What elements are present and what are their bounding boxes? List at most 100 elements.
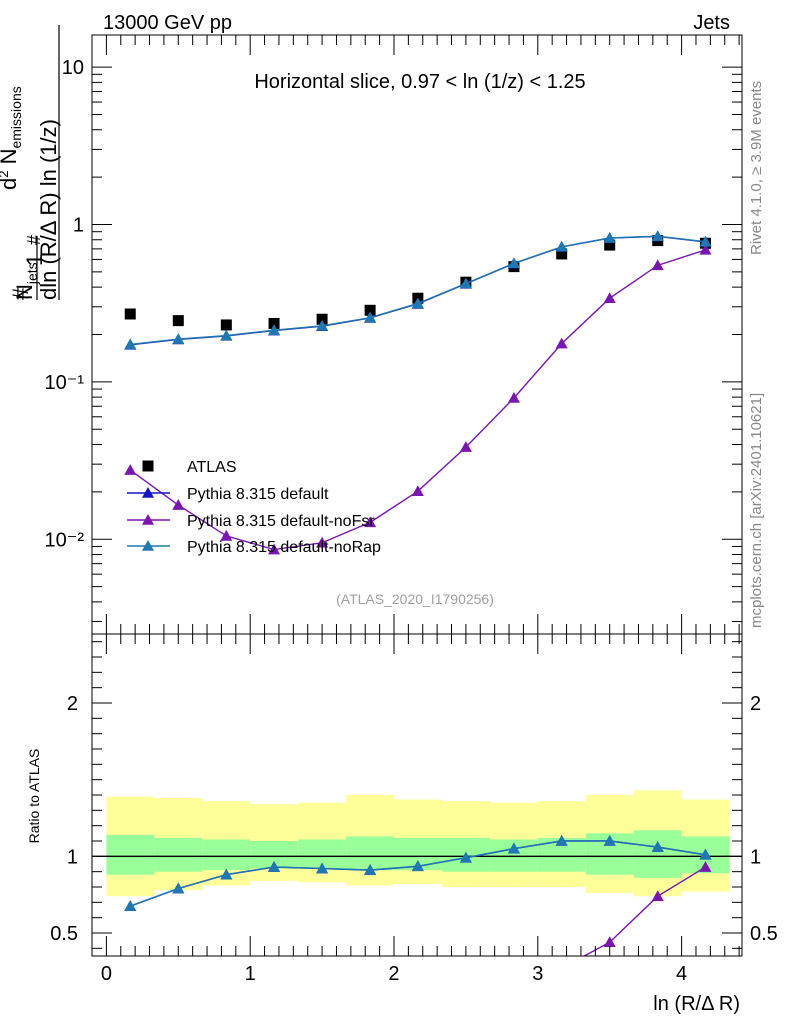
data-point bbox=[124, 308, 136, 320]
ratio-y-tick-label-right: 2 bbox=[750, 693, 761, 715]
data-point bbox=[507, 391, 520, 403]
ratio-point bbox=[699, 861, 712, 872]
ratio-point bbox=[316, 998, 328, 1009]
data-point bbox=[556, 248, 568, 260]
legend-label: ATLAS bbox=[187, 459, 237, 476]
ratio-point bbox=[172, 882, 185, 894]
ratio-point bbox=[507, 842, 520, 854]
ratio-point bbox=[316, 862, 329, 874]
series-pythia-8-315-default bbox=[124, 230, 712, 350]
ratio-point bbox=[411, 860, 424, 871]
y-label-one: 1 bbox=[22, 254, 47, 266]
ratio-y-tick-label-right: 0.5 bbox=[750, 923, 778, 945]
legend-item-pythia-8-315-default-nofsr: Pythia 8.315 default-noFsr bbox=[127, 513, 375, 530]
ratio-point bbox=[268, 998, 280, 1009]
ratio-point bbox=[603, 936, 616, 947]
data-point bbox=[555, 240, 568, 252]
ratio-y-tick-label-right: 1 bbox=[750, 846, 761, 868]
ratio-point bbox=[172, 993, 184, 1004]
ratio-y-axis-label: Ratio to ATLAS bbox=[26, 749, 42, 844]
data-point bbox=[459, 441, 472, 452]
data-point bbox=[220, 529, 233, 541]
data-point bbox=[411, 297, 424, 309]
y-tick-label: 10⁻¹ bbox=[45, 372, 85, 394]
ratio-point bbox=[268, 860, 281, 872]
ratio-series-pythia-8-315-default-norap bbox=[124, 834, 712, 911]
data-point bbox=[364, 311, 377, 323]
data-point bbox=[651, 259, 664, 271]
y-label-hash2: # bbox=[24, 235, 44, 245]
ratio-point bbox=[508, 981, 520, 992]
ratio-point bbox=[603, 834, 616, 846]
ratio-point bbox=[412, 994, 424, 1005]
ratio-y-tick-label: 2 bbox=[67, 693, 78, 715]
legend-item-pythia-8-315-default-norap: Pythia 8.315 default-noRap bbox=[127, 539, 381, 556]
ratio-point bbox=[651, 840, 664, 852]
ratio-point bbox=[364, 863, 377, 875]
legend-marker bbox=[142, 460, 154, 472]
y-tick-label: 1 bbox=[73, 214, 84, 236]
series-atlas bbox=[124, 235, 711, 331]
legend-label: Pythia 8.315 default bbox=[187, 486, 329, 503]
ratio-y-tick-label: 1 bbox=[67, 846, 78, 868]
ratio-point bbox=[220, 997, 232, 1008]
y-tick-label: 10⁻² bbox=[45, 529, 85, 551]
ratio-point bbox=[555, 834, 568, 846]
band-inner-bin bbox=[202, 839, 251, 871]
series-line bbox=[130, 235, 706, 346]
energy-label: 13000 GeV pp bbox=[103, 12, 232, 34]
x-tick-label: 2 bbox=[388, 963, 399, 985]
x-tick-label: 4 bbox=[676, 963, 687, 985]
legend-marker bbox=[142, 487, 154, 498]
data-point bbox=[316, 536, 329, 548]
data-point bbox=[364, 304, 376, 316]
legend-marker bbox=[142, 540, 154, 551]
data-point bbox=[507, 257, 520, 269]
ratio-series bbox=[124, 834, 712, 1009]
main-series bbox=[124, 230, 712, 555]
data-point bbox=[268, 543, 281, 555]
legend-item-pythia-8-315-default: Pythia 8.315 default bbox=[127, 486, 329, 503]
data-point bbox=[603, 292, 616, 304]
data-point bbox=[220, 329, 233, 341]
data-point bbox=[555, 337, 568, 349]
legend-label: Pythia 8.315 default-noFsr bbox=[187, 513, 375, 530]
y-label-d2n: d2 Nemissions bbox=[0, 86, 24, 190]
legend-marker bbox=[142, 514, 154, 525]
data-point bbox=[699, 235, 712, 247]
data-point bbox=[124, 464, 137, 475]
ratio-point bbox=[364, 997, 376, 1008]
band-inner-bin bbox=[106, 834, 155, 875]
y-label-hash: # bbox=[8, 287, 33, 300]
mcplots-label: mcplots.cern.ch [arXiv:2401.10621] bbox=[748, 393, 765, 628]
band-inner-bin bbox=[154, 837, 203, 872]
data-point bbox=[172, 499, 185, 510]
ratio-point bbox=[651, 890, 664, 901]
data-point bbox=[124, 338, 137, 350]
series-pythia-8-315-default-norap bbox=[124, 230, 712, 350]
data-point bbox=[411, 485, 424, 496]
ratio-y-tick-label: 0.5 bbox=[50, 923, 78, 945]
x-tick-label: 1 bbox=[245, 963, 256, 985]
y-label-dln: dln (R/Δ R) ln (1/z) bbox=[36, 119, 61, 300]
data-point bbox=[172, 333, 185, 344]
data-point bbox=[651, 230, 664, 241]
data-point bbox=[459, 277, 472, 289]
ratio-point bbox=[124, 900, 137, 911]
rivet-label: Rivet 4.1.0, ≥ 3.9M events bbox=[748, 81, 765, 255]
data-point bbox=[220, 319, 232, 331]
series-line bbox=[130, 235, 706, 346]
data-point bbox=[316, 313, 328, 325]
data-point bbox=[268, 317, 280, 329]
analysis-label: (ATLAS_2020_I1790256) bbox=[336, 591, 494, 607]
data-point bbox=[699, 243, 712, 255]
legend: ATLAS Pythia 8.315 default Pythia 8.315 de… bbox=[127, 459, 381, 556]
data-point bbox=[603, 231, 616, 243]
x-tick-label: 0 bbox=[101, 963, 112, 985]
ratio-point bbox=[556, 962, 568, 973]
y-axis-label: Njets # 1 dln (R/Δ R) ln (1/z) # d2 Nemi… bbox=[0, 25, 61, 300]
ratio-point bbox=[699, 848, 712, 860]
jets-label: Jets bbox=[693, 12, 730, 34]
ratio-series-pythia-8-315-default-nofsr bbox=[172, 861, 712, 1009]
